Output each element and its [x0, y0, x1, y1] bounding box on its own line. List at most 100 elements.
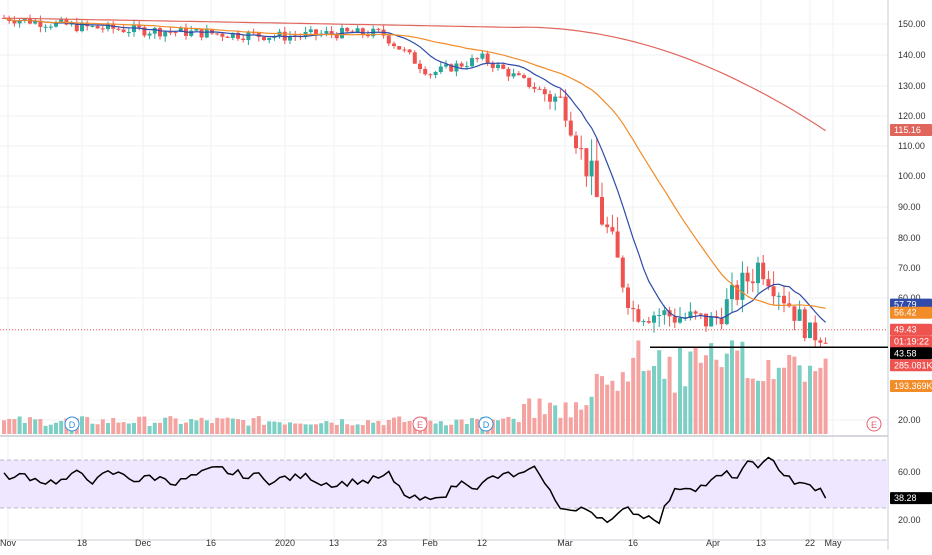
candle-body-129	[672, 316, 677, 323]
candle-body-114	[594, 160, 599, 197]
x-tick-label-6: 23	[377, 538, 387, 548]
volume-bar-120	[626, 381, 630, 434]
volume-bar-105	[548, 402, 552, 434]
candle-142	[740, 261, 745, 313]
volume-bar-113	[589, 396, 594, 434]
candle-124	[646, 316, 651, 324]
volume-bar-156	[813, 371, 818, 434]
y-tick-label-2: 70.00	[898, 263, 921, 273]
volume-bar-44	[230, 418, 235, 434]
volume-bar-99	[516, 422, 521, 434]
price-badge-bg-4	[890, 347, 932, 360]
x-tick-label-4: 2020	[275, 538, 295, 548]
event-marker-circle-2	[478, 416, 494, 432]
candle-9	[48, 24, 53, 30]
price-badge-5: 285.081K	[890, 359, 932, 372]
moving-averages	[0, 17, 888, 349]
candle-body-91	[475, 58, 480, 60]
volume-bar-124	[646, 370, 651, 434]
volume-bar-114	[594, 373, 599, 434]
candle-149	[776, 292, 781, 310]
candle-body-136	[709, 316, 714, 327]
candle-body-155	[808, 322, 812, 339]
y-tick-label-0: 20.00	[898, 415, 921, 425]
y-tick-label-1: 60.00	[898, 293, 921, 303]
volume-bar-38	[199, 417, 204, 434]
candle-body-124	[646, 321, 651, 323]
candle-127	[662, 305, 667, 325]
candle-body-108	[563, 96, 568, 121]
candle-body-70	[366, 34, 370, 37]
candle-body-158	[823, 342, 828, 344]
volume-bar-56	[293, 423, 298, 434]
candle-body-152	[792, 306, 797, 321]
candle-66	[345, 27, 350, 33]
candle-body-121	[631, 307, 636, 310]
candle-47	[246, 30, 251, 46]
volume-bar-152	[792, 356, 797, 434]
candle-body-8	[43, 26, 48, 28]
rsi-badge: 38.28	[890, 492, 932, 505]
volume-bar-95	[496, 420, 500, 434]
price-badge-text-4: 43.58	[894, 348, 917, 358]
price-badge-bg-1	[890, 306, 932, 319]
x-tick-label-11: Apr	[706, 538, 720, 548]
volume-bar-47	[246, 425, 251, 434]
candle-body-4	[22, 18, 27, 21]
rsi-band-fill	[0, 460, 888, 508]
candle-body-74	[386, 35, 391, 44]
candle-24	[126, 27, 131, 37]
candle-body-46	[241, 38, 246, 41]
volume-bar-16	[85, 417, 90, 434]
candle-143	[745, 266, 750, 294]
candle-38	[199, 28, 204, 41]
candle-152	[792, 306, 797, 331]
candle-body-24	[126, 32, 131, 34]
volume-bar-2	[12, 419, 17, 434]
candle-body-15	[80, 22, 84, 32]
volume-bar-37	[194, 420, 199, 434]
volume-bar-134	[698, 362, 703, 434]
candle-83	[433, 70, 438, 79]
event-marker-circle-1	[412, 416, 428, 432]
candle-body-75	[392, 43, 396, 47]
volume-bar-70	[366, 420, 370, 434]
volume-bar-123	[641, 370, 646, 434]
candle-body-17	[90, 25, 95, 27]
candle-31	[163, 31, 168, 42]
volume-bar-64	[334, 424, 339, 434]
candle-33	[173, 31, 178, 37]
candle-body-50	[262, 36, 266, 41]
candle-body-147	[766, 279, 771, 287]
candle-82	[428, 73, 433, 79]
candle-body-101	[527, 77, 532, 87]
volume-bar-25	[132, 422, 136, 434]
event-marker-1: E	[412, 416, 428, 432]
volume-bar-39	[204, 420, 209, 434]
candle-42	[220, 32, 225, 42]
candle-body-127	[662, 310, 667, 315]
volume-bar-86	[449, 424, 454, 434]
candle-body-77	[402, 49, 407, 51]
event-marker-label-3: E	[871, 420, 877, 430]
volume-bar-101	[527, 398, 532, 434]
volume-bar-107	[558, 417, 563, 434]
price-badge-text-3: 01:19:22	[894, 337, 929, 347]
volume-bar-149	[776, 367, 781, 434]
volume-bar-71	[371, 422, 376, 434]
candle-26	[137, 21, 142, 31]
price-badge-text-0: 57.79	[894, 300, 917, 310]
candle-body-38	[199, 29, 204, 38]
candle-117	[610, 214, 615, 235]
volume-bar-55	[288, 422, 292, 434]
volume-bar-19	[100, 419, 105, 434]
candle-body-98	[511, 73, 516, 77]
volume-bar-9	[48, 424, 53, 434]
candle-141	[735, 280, 740, 306]
volume-bar-1	[7, 418, 12, 434]
candle-body-29	[152, 28, 157, 34]
candle-body-116	[605, 224, 610, 228]
candle-body-19	[100, 28, 105, 30]
